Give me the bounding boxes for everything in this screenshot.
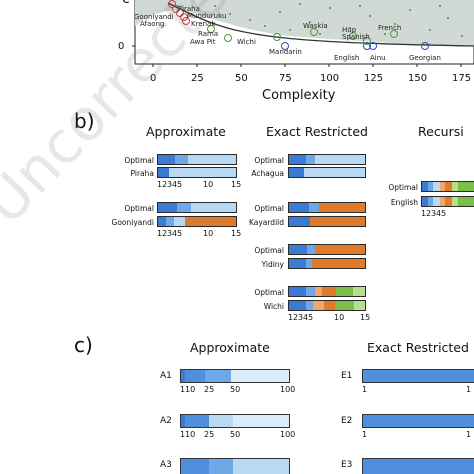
row-label: Piraha bbox=[130, 169, 154, 178]
lang-label-spanish: Spanish bbox=[342, 33, 370, 41]
row-label-e2: E2 bbox=[341, 416, 353, 426]
lang-label-waskia: Waskia bbox=[303, 22, 328, 30]
x-tick: 100 bbox=[320, 73, 340, 84]
lang-label-georgian: Georgian bbox=[409, 54, 441, 62]
bar-restricted-optimal-1 bbox=[288, 154, 366, 165]
x-tick: 50 bbox=[235, 73, 248, 84]
bar-restricted-kayardild bbox=[288, 216, 366, 227]
lang-label-ainu: Ainu bbox=[370, 54, 386, 62]
frontier-curve bbox=[167, 2, 474, 47]
row-label: Optimal bbox=[124, 204, 154, 213]
row-label: Achagua bbox=[251, 169, 284, 178]
tick-labels-restricted: 1 2 3 4 5 10 15 bbox=[288, 313, 371, 322]
bar-e3 bbox=[362, 458, 474, 474]
x-tick-labels: 0 25 50 75 100 125 150 175 bbox=[0, 73, 474, 85]
row-label: Kayardild bbox=[248, 218, 284, 227]
green-points bbox=[207, 25, 398, 45]
lang-label-hup: Hup bbox=[342, 26, 357, 34]
lang-label-english: English bbox=[334, 54, 360, 62]
title-exact-restricted-c: Exact Restricted bbox=[367, 340, 469, 355]
lang-label-munduruku: Munduruku bbox=[187, 12, 227, 20]
lang-label-afaong: Afaong bbox=[140, 20, 165, 28]
red-points bbox=[168, 0, 190, 25]
x-tick: 150 bbox=[408, 73, 428, 84]
ticks-a2: 1 10 25 50 100 bbox=[180, 430, 296, 439]
lang-label-piraha: Piraha bbox=[178, 5, 200, 13]
lang-label-gooniyandi: Gooniyandi bbox=[134, 13, 174, 21]
bar-a1 bbox=[180, 369, 290, 383]
title-approximate: Approximate bbox=[146, 124, 226, 139]
lang-label-awa-pit: Awa Pit bbox=[190, 38, 216, 46]
bar-e2 bbox=[362, 414, 474, 428]
panel-a-plot bbox=[132, 0, 474, 67]
bar-approx-optimal-1 bbox=[157, 154, 237, 165]
bar-restricted-optimal-3 bbox=[288, 244, 366, 255]
lang-label-mandarin: Mandarin bbox=[269, 48, 302, 56]
bar-restricted-optimal-2 bbox=[288, 202, 366, 213]
bar-e1 bbox=[362, 369, 474, 383]
bar-restricted-wichi bbox=[288, 300, 366, 311]
row-label: Optimal bbox=[254, 288, 284, 297]
row-label: Optimal bbox=[254, 156, 284, 165]
row-label: Optimal bbox=[254, 204, 284, 213]
bar-approx-gooniyandi bbox=[157, 216, 237, 227]
tick-labels-approx-2: 1 2 3 4 5 10 15 bbox=[157, 229, 242, 238]
title-recursive: Recursi bbox=[418, 124, 464, 139]
x-tick: 25 bbox=[191, 73, 204, 84]
tick-labels-approx-1: 1 2 3 4 5 10 15 bbox=[157, 180, 242, 189]
row-label-e3: E3 bbox=[341, 460, 353, 470]
bar-a2 bbox=[180, 414, 290, 428]
panel-letter-c: c) bbox=[74, 333, 93, 357]
row-label-a1: A1 bbox=[160, 371, 172, 381]
shaded-region-2 bbox=[180, 0, 474, 46]
lang-label-french: French bbox=[378, 24, 402, 32]
lang-label-wichi: Wichi bbox=[237, 38, 256, 46]
y-tick-label-zero: 0 bbox=[118, 41, 125, 52]
row-label: Optimal bbox=[388, 183, 418, 192]
panel-letter-b: b) bbox=[74, 109, 95, 133]
bar-restricted-achagua bbox=[288, 167, 366, 178]
row-label-a3: A3 bbox=[160, 460, 172, 470]
row-label: Wichi bbox=[263, 302, 284, 311]
x-tick: 175 bbox=[452, 73, 472, 84]
bar-recursive-english bbox=[421, 196, 474, 207]
row-label-e1: E1 bbox=[341, 371, 353, 381]
bar-restricted-optimal-4 bbox=[288, 286, 366, 297]
scatter-dots bbox=[214, 3, 463, 37]
row-label: Yidiny bbox=[261, 260, 284, 269]
x-tick: 0 bbox=[150, 73, 157, 84]
x-tick: 125 bbox=[364, 73, 384, 84]
row-label: Gooniyandi bbox=[111, 218, 154, 227]
lang-label-krenak: Krenak bbox=[191, 20, 216, 28]
blue-points bbox=[281, 42, 429, 50]
row-label-a2: A2 bbox=[160, 416, 172, 426]
ticks-a1: 1 10 25 50 100 bbox=[180, 385, 296, 394]
x-axis-label: Complexity bbox=[262, 88, 336, 103]
bar-recursive-optimal bbox=[421, 181, 474, 192]
bar-a3 bbox=[180, 458, 290, 474]
y-label-fragment: c bbox=[122, 0, 130, 7]
lang-label-rama: Rama bbox=[198, 30, 219, 38]
row-label: English bbox=[390, 198, 418, 207]
bar-approx-optimal-2 bbox=[157, 202, 237, 213]
title-exact-restricted: Exact Restricted bbox=[266, 124, 368, 139]
row-label: Optimal bbox=[124, 156, 154, 165]
row-label: Optimal bbox=[254, 246, 284, 255]
x-tick-marks bbox=[132, 45, 462, 67]
bar-restricted-yidiny bbox=[288, 258, 366, 269]
x-tick: 75 bbox=[279, 73, 292, 84]
title-approximate-c: Approximate bbox=[190, 340, 270, 355]
bar-approx-piraha bbox=[157, 167, 237, 178]
